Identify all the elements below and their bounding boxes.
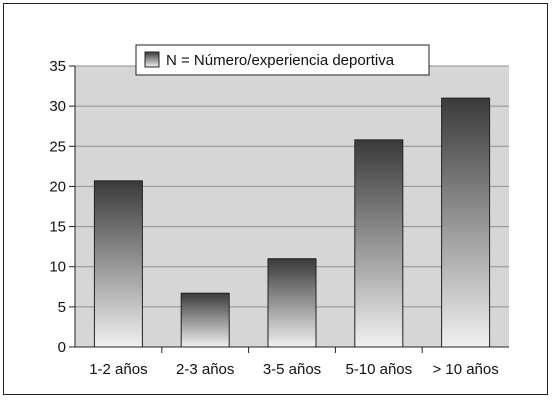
x-tick-label: 3-5 años (263, 361, 321, 378)
legend-box (135, 44, 430, 76)
y-tick-label: 15 (49, 219, 66, 236)
x-tick-label: 5-10 años (345, 361, 412, 378)
y-tick-label: 30 (49, 98, 66, 115)
bar (267, 258, 317, 348)
x-tick-label: 1-2 años (89, 361, 147, 378)
y-tick-label: 25 (49, 138, 66, 155)
x-axis-ticks: 1-2 años 2-3 años 3-5 años 5-10 años > 10 añ… (89, 347, 499, 378)
y-tick-label: 0 (58, 339, 66, 356)
legend-swatch (144, 51, 160, 68)
y-axis-ticks: 0 5 10 15 20 25 30 35 (49, 58, 75, 356)
bar (180, 292, 230, 348)
bar (354, 139, 404, 348)
x-tick-label: > 10 años (432, 361, 498, 378)
y-tick-label: 10 (49, 259, 66, 276)
legend: N = Número/experiencia deportiva (135, 44, 430, 76)
bar (93, 180, 143, 348)
legend-label: N = Número/experiencia deportiva (166, 52, 395, 69)
y-tick-label: 35 (49, 58, 66, 75)
y-tick-label: 5 (58, 299, 66, 316)
y-tick-label: 20 (49, 178, 66, 195)
bar (441, 97, 491, 348)
x-tick-label: 2-3 años (176, 361, 234, 378)
